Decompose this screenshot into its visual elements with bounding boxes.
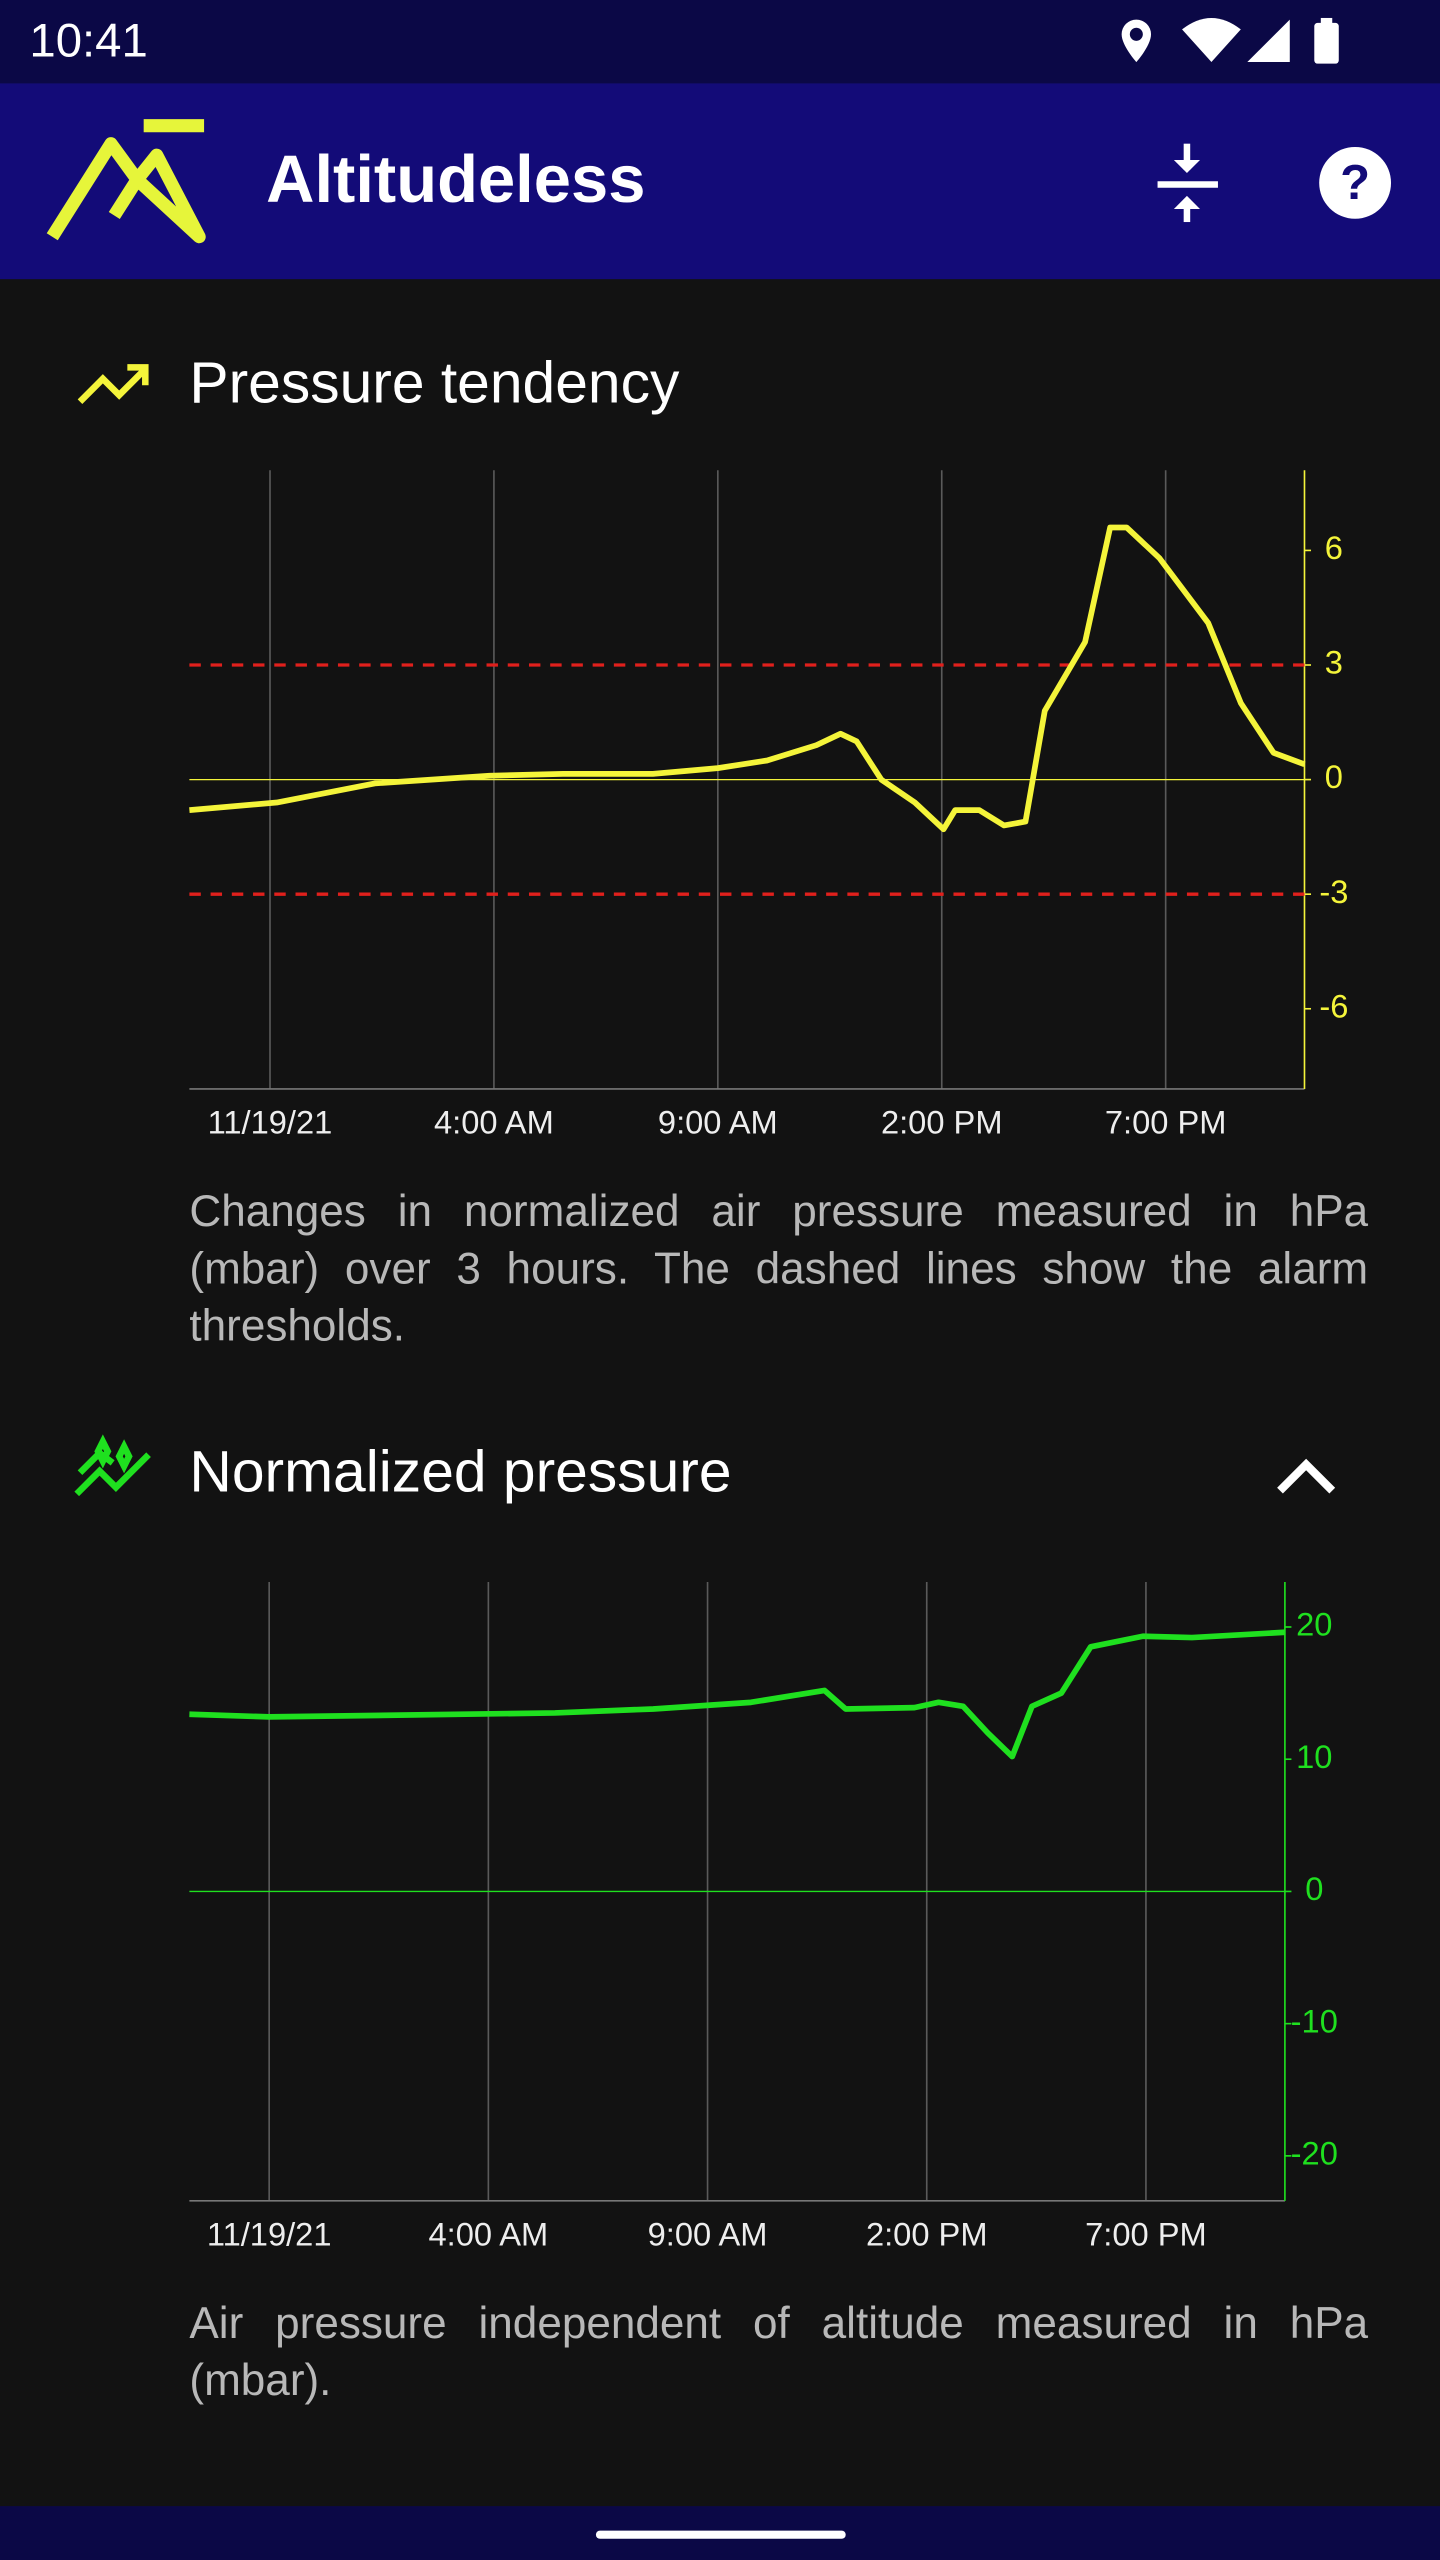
app-bar	[0, 83, 1440, 280]
home-indicator[interactable]	[595, 2530, 846, 2539]
tendency-icon	[77, 364, 149, 404]
section-description: Changes in normalized air pressure measu…	[189, 1186, 1369, 1351]
y-tick-label: 6	[1325, 529, 1343, 566]
x-tick-label: 7:00 PM	[1105, 1104, 1227, 1141]
description-box: Changes in normalized air pressure measu…	[189, 1186, 1369, 1351]
data-line	[189, 1629, 1286, 1760]
x-tick-label: 4:00 AM	[428, 2215, 548, 2252]
y-tick-label: 0	[1325, 758, 1343, 795]
y-tick-label: 10	[1296, 1738, 1332, 1775]
x-tick-label: 11/19/21	[208, 1104, 333, 1141]
y-tick-label: 20	[1296, 1606, 1332, 1643]
section-title: Normalized pressure	[189, 1439, 731, 1504]
help-icon[interactable]: ?	[1340, 156, 1370, 210]
y-tick-label: -10	[1291, 2002, 1338, 2039]
app-logo	[46, 119, 206, 244]
section-title: Pressure tendency	[189, 350, 680, 415]
y-tick-label: -3	[1319, 873, 1348, 910]
compress-button[interactable]	[1157, 143, 1218, 223]
normalized-icon	[74, 1434, 151, 1497]
description-box: Air pressure independent of altitude mea…	[189, 2298, 1369, 2405]
x-tick-label: 9:00 AM	[648, 2215, 768, 2252]
y-tick-label: 0	[1305, 1870, 1323, 1907]
section-description: Air pressure independent of altitude mea…	[189, 2298, 1369, 2405]
status-time: 10:41	[29, 15, 147, 68]
x-tick-label: 2:00 PM	[881, 1104, 1003, 1141]
y-tick-label: 3	[1325, 644, 1343, 681]
y-tick-label: -20	[1291, 2134, 1338, 2171]
x-tick-label: 9:00 AM	[658, 1104, 778, 1141]
x-tick-label: 2:00 PM	[866, 2215, 988, 2252]
app-title: Altitudeless	[266, 142, 645, 217]
x-tick-label: 7:00 PM	[1085, 2215, 1207, 2252]
chart: 11/19/21 4:00 AM 9:00 AM 2:00 PM 7:00 PM -6 -3…	[189, 470, 1348, 1141]
data-line	[189, 524, 1306, 833]
chart: 11/19/21 4:00 AM 9:00 AM 2:00 PM 7:00 PM -20 -…	[189, 1582, 1338, 2252]
help-button[interactable]: ?	[1319, 146, 1392, 219]
collapse-button[interactable]	[1277, 1458, 1336, 1494]
x-tick-label: 11/19/21	[207, 2215, 332, 2252]
y-tick-label: -6	[1319, 987, 1348, 1024]
x-tick-label: 4:00 AM	[434, 1104, 554, 1141]
